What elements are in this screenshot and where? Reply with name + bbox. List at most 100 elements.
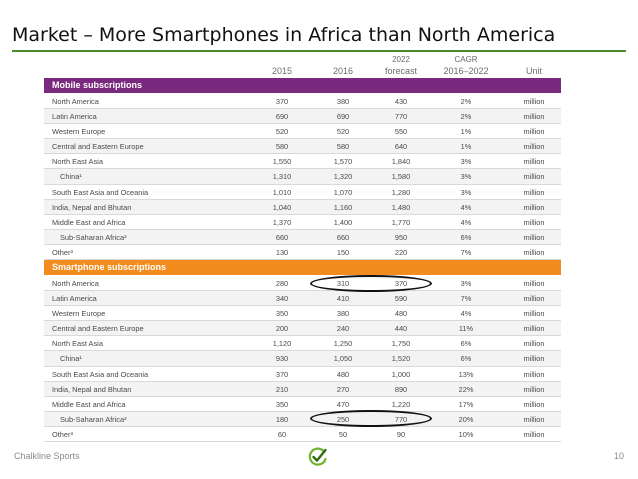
value-2022-cell: 950 <box>394 232 408 242</box>
value-2016-cell: 470 <box>336 399 350 409</box>
unit-cell: million <box>523 339 545 349</box>
value-2022-cell: 1,480 <box>391 202 411 212</box>
cagr-cell: 3% <box>460 187 472 197</box>
unit-cell: million <box>523 369 545 379</box>
cagr-cell: 3% <box>460 279 472 288</box>
cagr-cell: 11% <box>458 324 474 334</box>
value-2015-cell: 690 <box>275 112 289 122</box>
value-2016-cell: 150 <box>336 247 350 257</box>
unit-cell: million <box>523 384 545 394</box>
cagr-cell: 1% <box>460 142 472 152</box>
value-2022-cell: 220 <box>394 247 408 257</box>
region-cell: Central and Eastern Europe <box>52 142 144 152</box>
unit-cell: million <box>523 429 545 439</box>
value-2022-cell: 1,580 <box>391 172 411 182</box>
value-2015-cell: 370 <box>275 97 289 106</box>
region-cell: South East Asia and Oceania <box>52 369 149 379</box>
region-cell: Sub-Saharan Africa² <box>60 232 127 242</box>
value-2022-cell: 1,000 <box>391 369 411 379</box>
unit-cell: million <box>523 414 545 424</box>
value-2016-cell: 380 <box>336 97 350 106</box>
unit-cell: million <box>523 279 545 288</box>
value-2022-cell: 1,770 <box>391 217 411 227</box>
value-2016-cell: 270 <box>336 384 350 394</box>
unit-cell: million <box>523 354 545 364</box>
value-2022-cell: 1,750 <box>391 339 411 349</box>
value-2015-cell: 340 <box>275 294 289 304</box>
header-unit: Unit <box>525 66 542 76</box>
cagr-cell: 2% <box>460 97 472 106</box>
unit-cell: million <box>523 112 545 122</box>
table-row: China¹ 1,310 1,320 1,580 3% million <box>44 169 561 185</box>
cagr-cell: 4% <box>460 217 472 227</box>
header-cagr-range: 2016–2022 <box>443 66 489 76</box>
value-2015-cell: 180 <box>275 414 289 424</box>
subscriptions-table: 2015 2016 2022 forecast CAGR 2016–2022 U… <box>44 56 561 446</box>
table-row: Middle East and Africa 1,370 1,400 1,770 4% m… <box>44 215 561 230</box>
unit-cell: million <box>523 294 545 304</box>
value-2016-cell: 240 <box>336 324 350 334</box>
value-2015-cell: 370 <box>275 369 289 379</box>
region-cell: Latin America <box>52 294 97 304</box>
cagr-cell: 6% <box>460 232 472 242</box>
value-2022-cell: 1,520 <box>391 354 411 364</box>
region-cell: Other³ <box>52 429 73 439</box>
region-cell: Central and Eastern Europe <box>52 324 144 334</box>
value-2022-cell: 640 <box>394 142 408 152</box>
region-cell: Sub-Saharan Africa² <box>60 414 127 424</box>
table-row: Sub-Saharan Africa² 180 250 770 20% million <box>44 411 561 427</box>
region-cell: Other³ <box>52 247 73 257</box>
value-2015-cell: 60 <box>277 429 287 439</box>
table-row: South East Asia and Oceania 370 480 1,000 13… <box>44 367 561 382</box>
region-cell: North America <box>52 97 99 106</box>
cagr-cell: 1% <box>460 127 472 137</box>
unit-cell: million <box>523 232 545 242</box>
value-2015-cell: 1,550 <box>272 157 292 167</box>
mobile-rows: North America 370 380 430 2% million Latin Ame… <box>44 94 561 261</box>
region-cell: China¹ <box>60 172 82 182</box>
cagr-cell: 17% <box>458 399 474 409</box>
smartphone-rows: North America 280 310 370 3% million Latin Ame… <box>44 276 561 443</box>
table-row: North America 280 310 370 3% million <box>44 276 561 292</box>
value-2022-cell: 1,280 <box>391 187 411 197</box>
value-2015-cell: 280 <box>275 279 289 288</box>
table-row: India, Nepal and Bhutan 210 270 890 22% milli… <box>44 381 561 397</box>
table-row: Western Europe 520 520 550 1% million <box>44 124 561 140</box>
cagr-cell: 7% <box>460 294 472 304</box>
table-row: Other³ 130 150 220 7% million <box>44 245 561 261</box>
value-2016-cell: 660 <box>336 232 350 242</box>
value-2015-cell: 210 <box>275 384 289 394</box>
region-cell: China¹ <box>60 354 82 364</box>
checkmark-circle-icon <box>308 447 327 466</box>
unit-cell: million <box>523 127 545 137</box>
table-row: China¹ 930 1,050 1,520 6% million <box>44 351 561 367</box>
unit-cell: million <box>523 324 545 334</box>
region-cell: North East Asia <box>52 339 103 349</box>
value-2015-cell: 350 <box>275 399 289 409</box>
cagr-cell: 3% <box>460 157 472 167</box>
table-row: Central and Eastern Europe 200 240 440 11% mi… <box>44 321 561 337</box>
header-cagr: CAGR <box>454 55 478 64</box>
value-2015-cell: 130 <box>275 247 289 257</box>
unit-cell: million <box>523 247 545 257</box>
mobile-section-title: Mobile subscriptions <box>44 78 561 93</box>
unit-cell: million <box>523 172 545 182</box>
highlight-ellipse-sub-saharan-africa <box>310 410 432 427</box>
table-row: North East Asia 1,120 1,250 1,750 6% million <box>44 336 561 352</box>
value-2015-cell: 520 <box>275 127 289 137</box>
value-2022-cell: 430 <box>394 97 408 106</box>
unit-cell: million <box>523 142 545 152</box>
value-2016-cell: 1,570 <box>333 157 353 167</box>
value-2015-cell: 1,310 <box>272 172 292 182</box>
smartphone-section-title: Smartphone subscriptions <box>44 260 561 275</box>
table-header: 2015 2016 2022 forecast CAGR 2016–2022 U… <box>44 56 561 78</box>
region-cell: India, Nepal and Bhutan <box>52 384 132 394</box>
value-2015-cell: 930 <box>275 354 289 364</box>
cagr-cell: 20% <box>458 414 474 424</box>
value-2016-cell: 1,400 <box>333 217 353 227</box>
value-2022-cell: 480 <box>394 309 408 319</box>
value-2022-cell: 1,220 <box>391 399 411 409</box>
cagr-cell: 13% <box>458 369 474 379</box>
table-row: Middle East and Africa 350 470 1,220 17% mill… <box>44 397 561 412</box>
value-2015-cell: 1,120 <box>272 339 292 349</box>
